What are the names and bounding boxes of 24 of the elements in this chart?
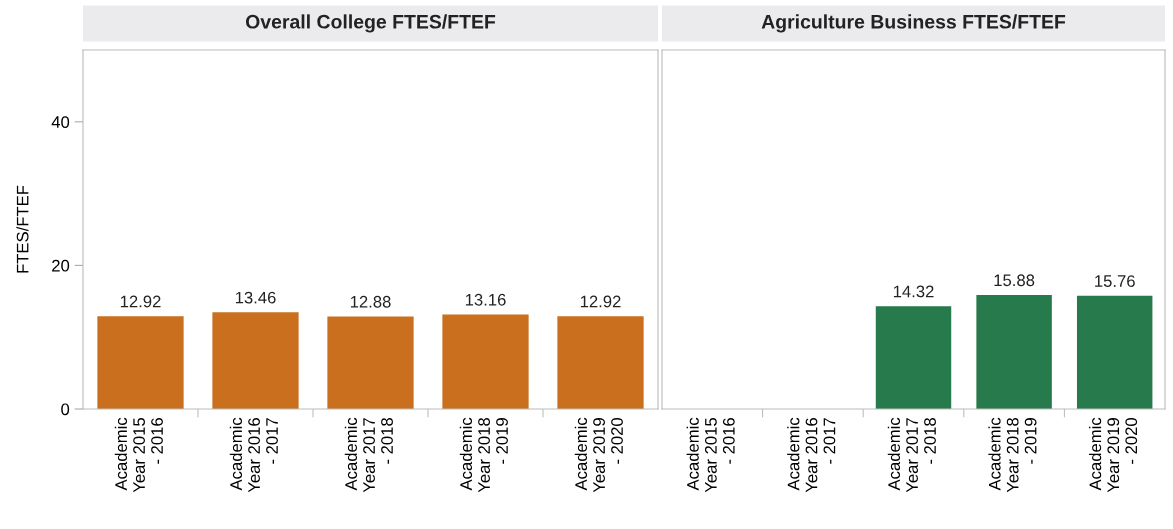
data-label: 12.88 [350,295,391,308]
data-label: 14.32 [893,285,934,298]
x-tick-label: Academic Year 2018 - 2019 [459,417,508,493]
x-tick-label: Academic Year 2017 - 2018 [344,417,393,493]
data-label: 12.92 [120,295,161,308]
data-label: 13.46 [235,291,276,304]
y-tick-label: 0 [61,403,70,416]
data-label: 13.16 [465,293,506,306]
x-tick-label: Academic Year 2015 - 2016 [114,417,163,493]
data-label: 15.88 [994,274,1035,287]
chart-title: Overall College FTES/FTEF [245,14,496,33]
data-label: 15.76 [1095,275,1135,287]
y-axis-title: FTES/FTEF [16,185,29,273]
x-tick-label: Academic Year 2016 - 2017 [229,417,278,493]
x-tick-label: Academic Year 2018 - 2019 [988,417,1037,493]
x-tick-label: Academic Year 2017 - 2018 [887,417,936,493]
y-tick-label: 20 [52,259,70,272]
x-tick-label: Academic Year 2016 - 2017 [787,417,836,493]
y-tick-label: 40 [51,116,70,128]
x-tick-label: Academic Year 2015 - 2016 [686,417,735,493]
data-label: 12.92 [580,295,621,308]
x-tick-label: Academic Year 2019 - 2020 [574,417,623,493]
x-tick-label: Academic Year 2019 - 2020 [1088,417,1138,493]
chart-title: Agriculture Business FTES/FTEF [761,14,1066,33]
